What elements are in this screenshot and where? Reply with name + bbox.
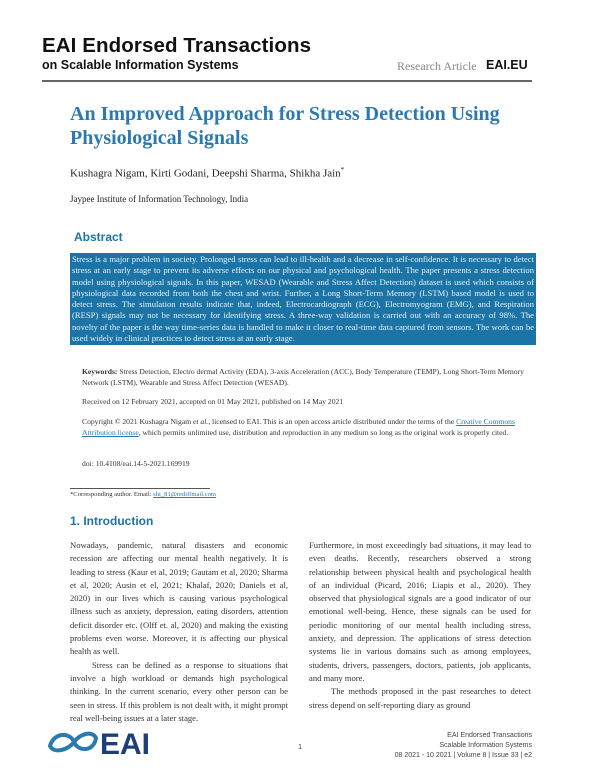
footnote: *Corresponding author. Email: shi_81@red… xyxy=(70,491,216,498)
copyright-mid: , licensed to EAI. This is an open acces… xyxy=(208,417,457,426)
site-label: EAI.EU xyxy=(486,58,528,72)
left-column: Nowadays, pandemic, natural disasters an… xyxy=(70,539,288,725)
email-link[interactable]: shi_81@rediffmail.com xyxy=(153,491,217,498)
journal-title: EAI Endorsed Transactions xyxy=(42,34,312,57)
affiliation: Jaypee Institute of Information Technolo… xyxy=(70,194,249,204)
page-number: 1 xyxy=(298,742,303,751)
copyright: Copyright © 2021 Kushagra Nigam et al., … xyxy=(82,416,532,438)
article-type: Research Article xyxy=(397,59,477,73)
doi: doi: 10.4108/eai.14-5-2021.169919 xyxy=(82,459,190,468)
copyright-post: , which permits unlimited use, distribut… xyxy=(138,428,509,437)
license-link[interactable]: Creative Commons Attribution license xyxy=(82,417,515,437)
right-column: Furthermore, in most exceedingly bad sit… xyxy=(309,539,531,712)
abstract-heading: Abstract xyxy=(74,230,123,244)
paragraph: The methods proposed in the past researc… xyxy=(309,686,531,710)
svg-text:EAI: EAI xyxy=(100,728,150,760)
paragraph: Furthermore, in most exceedingly bad sit… xyxy=(309,540,531,683)
received-dates: Received on 12 February 2021, accepted o… xyxy=(82,397,344,406)
keywords-text: Stress Detection, Electro dermal Activit… xyxy=(82,367,524,387)
header-divider xyxy=(42,80,532,82)
footer-line: EAI Endorsed Transactions xyxy=(447,732,532,739)
footnote-text: *Corresponding author. Email: xyxy=(70,491,154,498)
footer-line: Scalable Information Systems xyxy=(439,742,532,749)
footnote-divider xyxy=(70,488,210,489)
journal-subtitle: on Scalable Information Systems xyxy=(42,58,239,72)
abstract-text: Stress is a major problem in society. Pr… xyxy=(70,253,536,346)
keywords: Keywords: Stress Detection, Electro derm… xyxy=(82,366,532,388)
section-heading: 1. Introduction xyxy=(70,514,154,528)
paragraph: Stress can be defined as a response to s… xyxy=(70,659,288,723)
footer-line: 08 2021 - 10 2021 | Volume 8 | Issue 33 … xyxy=(394,752,532,759)
author-list: Kushagra Nigam, Kirti Godani, Deepshi Sh… xyxy=(70,167,341,180)
eai-logo: EAI xyxy=(44,724,154,765)
authors: Kushagra Nigam, Kirti Godani, Deepshi Sh… xyxy=(70,166,344,180)
paragraph: Nowadays, pandemic, natural disasters an… xyxy=(70,540,288,657)
footer-info: EAI Endorsed Transactions Scalable Infor… xyxy=(395,731,532,761)
keywords-label: Keywords: xyxy=(82,367,118,376)
paper-title: An Improved Approach for Stress Detectio… xyxy=(70,103,500,149)
footnote-mark: * xyxy=(340,166,345,174)
copyright-pre: Copyright © 2021 Kushagra Nigam xyxy=(82,417,194,426)
copyright-etal: et al. xyxy=(193,417,209,426)
